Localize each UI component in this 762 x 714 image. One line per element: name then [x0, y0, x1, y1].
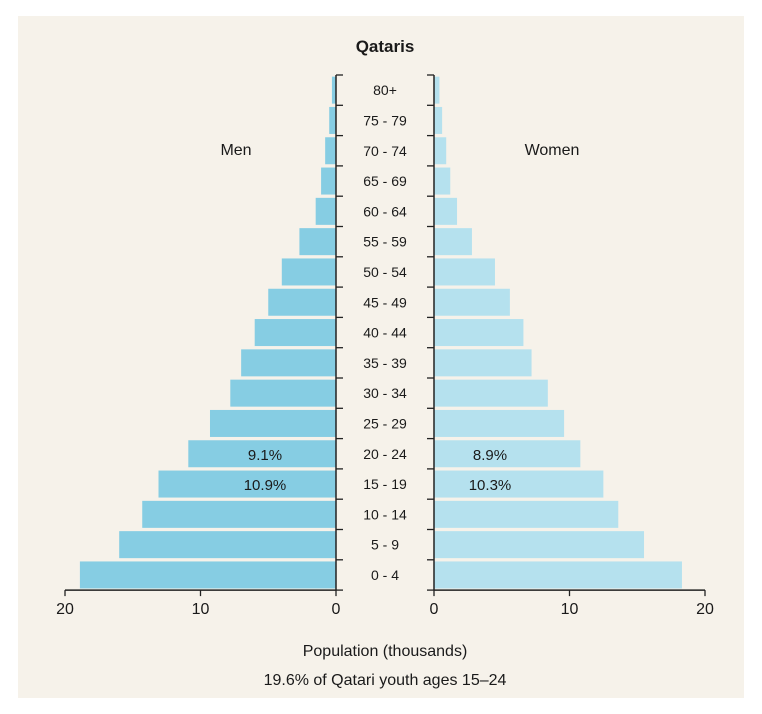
bar-men	[321, 167, 336, 195]
bar-women	[434, 106, 443, 134]
bar-women	[434, 500, 619, 528]
x-axis-label: Population (thousands)	[303, 643, 468, 660]
age-group-label: 40 - 44	[363, 325, 407, 341]
bar-annotation: 9.1%	[248, 447, 282, 464]
age-group-label: 30 - 34	[363, 385, 407, 401]
bar-women	[434, 197, 458, 225]
age-group-label: 5 - 9	[371, 537, 399, 553]
bar-women	[434, 470, 604, 498]
x-tick-label: 20	[56, 601, 74, 618]
legend-men: Men	[220, 142, 251, 159]
bar-annotation: 10.9%	[244, 477, 287, 494]
bar-men	[331, 76, 336, 104]
age-group-label: 10 - 14	[363, 506, 407, 522]
bar-men	[230, 379, 336, 407]
bar-women	[434, 228, 472, 256]
bar-men	[119, 531, 336, 559]
age-group-label: 55 - 59	[363, 234, 407, 250]
age-group-label: 20 - 24	[363, 446, 407, 462]
chart-title: Qataris	[356, 37, 415, 56]
bar-women	[434, 561, 682, 589]
men-bars	[79, 76, 336, 589]
age-group-label: 60 - 64	[363, 203, 407, 219]
x-tick-label: 20	[696, 601, 714, 618]
bar-men	[142, 500, 336, 528]
age-group-label: 15 - 19	[363, 476, 407, 492]
bar-men	[79, 561, 336, 589]
bar-women	[434, 167, 451, 195]
bar-men	[158, 470, 336, 498]
bar-women	[434, 76, 440, 104]
bar-men	[241, 349, 336, 377]
age-group-label: 75 - 79	[363, 112, 407, 128]
age-group-label: 35 - 39	[363, 355, 407, 371]
bar-women	[434, 258, 495, 286]
bar-men	[315, 197, 336, 225]
bar-women	[434, 288, 510, 316]
bar-women	[434, 409, 565, 437]
age-group-label: 65 - 69	[363, 173, 407, 189]
chart-footnote: 19.6% of Qatari youth ages 15–24	[264, 672, 507, 689]
bar-women	[434, 440, 581, 468]
bar-men	[268, 288, 336, 316]
legend-women: Women	[525, 142, 580, 159]
bar-men	[254, 319, 336, 347]
x-tick-label: 0	[430, 601, 439, 618]
bar-men	[281, 258, 336, 286]
age-group-labels: 80+ 75 - 79 70 - 74 65 - 69 60 - 64 55 - 59 50…	[363, 82, 407, 583]
bar-annotations: 9.1% 10.9% 8.9% 10.3%	[244, 447, 512, 494]
women-bars	[434, 76, 682, 589]
age-group-label: 70 - 74	[363, 143, 407, 159]
bar-women	[434, 137, 447, 165]
bar-women	[434, 319, 524, 347]
age-group-label: 0 - 4	[371, 567, 399, 583]
bar-men	[209, 409, 336, 437]
x-axis-ticks: 20 10 0 0 10 20	[56, 590, 714, 618]
bar-annotation: 8.9%	[473, 447, 507, 464]
bar-men	[325, 137, 336, 165]
bar-women	[434, 379, 548, 407]
bar-men	[299, 228, 336, 256]
x-tick-label: 0	[332, 601, 341, 618]
age-group-label: 50 - 54	[363, 264, 407, 280]
age-group-label: 25 - 29	[363, 415, 407, 431]
bar-men	[329, 106, 336, 134]
bar-men	[188, 440, 336, 468]
bar-women	[434, 531, 645, 559]
x-tick-label: 10	[192, 601, 210, 618]
age-group-label: 80+	[373, 82, 397, 98]
bar-annotation: 10.3%	[469, 477, 512, 494]
age-group-label: 45 - 49	[363, 294, 407, 310]
x-tick-label: 10	[561, 601, 579, 618]
bar-women	[434, 349, 532, 377]
